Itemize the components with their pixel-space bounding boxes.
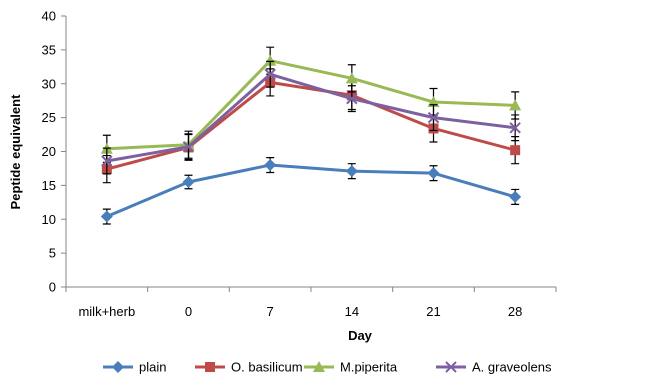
series-layer	[100, 46, 522, 225]
data-point	[345, 72, 358, 84]
legend-label: A. graveolens	[472, 360, 552, 375]
data-point	[427, 167, 440, 180]
y-tick-label: 25	[42, 110, 56, 125]
x-tick-label: 21	[426, 304, 440, 319]
series-line	[106, 72, 516, 163]
data-point	[346, 92, 358, 105]
y-axis-title: Peptide equivalent	[8, 94, 23, 210]
data-point	[427, 111, 440, 124]
series-line	[106, 59, 516, 151]
data-point	[509, 122, 521, 134]
data-point	[182, 141, 195, 153]
legend-label: O. basilicum	[231, 360, 303, 375]
series-m-piperita	[100, 46, 522, 163]
x-axis-ticks: milk+herb 0 7 14 21 28	[65, 287, 557, 319]
data-point	[509, 190, 522, 203]
series-line	[106, 80, 516, 171]
series-line	[106, 163, 516, 218]
data-point	[101, 155, 113, 167]
legend-item: A. graveolens	[436, 360, 552, 375]
legend-label: M.piperita	[340, 360, 398, 375]
data-point	[345, 165, 358, 178]
y-tick-label: 15	[42, 178, 56, 193]
data-point	[100, 210, 113, 223]
series-plain	[100, 156, 522, 225]
x-axis-title: Day	[348, 328, 373, 343]
axes	[65, 16, 556, 288]
data-point	[510, 145, 521, 156]
x-tick-label: 28	[508, 304, 522, 319]
legend-swatch-marker	[112, 361, 124, 373]
y-tick-label: 0	[49, 280, 56, 295]
x-tick-label: 14	[345, 304, 359, 319]
y-tick-label: 30	[42, 76, 56, 91]
data-point	[509, 99, 522, 111]
series-a-graveolens	[101, 60, 521, 175]
x-tick-label: milk+herb	[78, 304, 135, 319]
x-tick-label: 7	[267, 304, 274, 319]
legend-label: plain	[139, 360, 166, 375]
y-axis-ticks: 0 5 10 15 20 25 30 35 40	[42, 9, 66, 295]
x-tick-label: 0	[185, 304, 192, 319]
data-point	[264, 68, 276, 80]
legend-item: M.piperita	[304, 360, 398, 375]
data-point	[182, 175, 195, 188]
legend-item: O. basilicum	[195, 360, 303, 375]
legend-item: plain	[103, 360, 166, 375]
y-tick-label: 40	[42, 9, 56, 24]
y-tick-label: 5	[49, 246, 56, 261]
legend: plain O. basilicum M.piperita A. graveolens	[103, 360, 552, 375]
y-tick-label: 20	[42, 144, 56, 159]
legend-swatch-marker	[313, 361, 325, 372]
legend-swatch-marker	[445, 361, 457, 373]
data-point	[264, 54, 277, 66]
data-point	[264, 159, 277, 172]
y-tick-label: 35	[42, 42, 56, 57]
legend-swatch-marker	[205, 362, 215, 372]
y-tick-label: 10	[42, 212, 56, 227]
